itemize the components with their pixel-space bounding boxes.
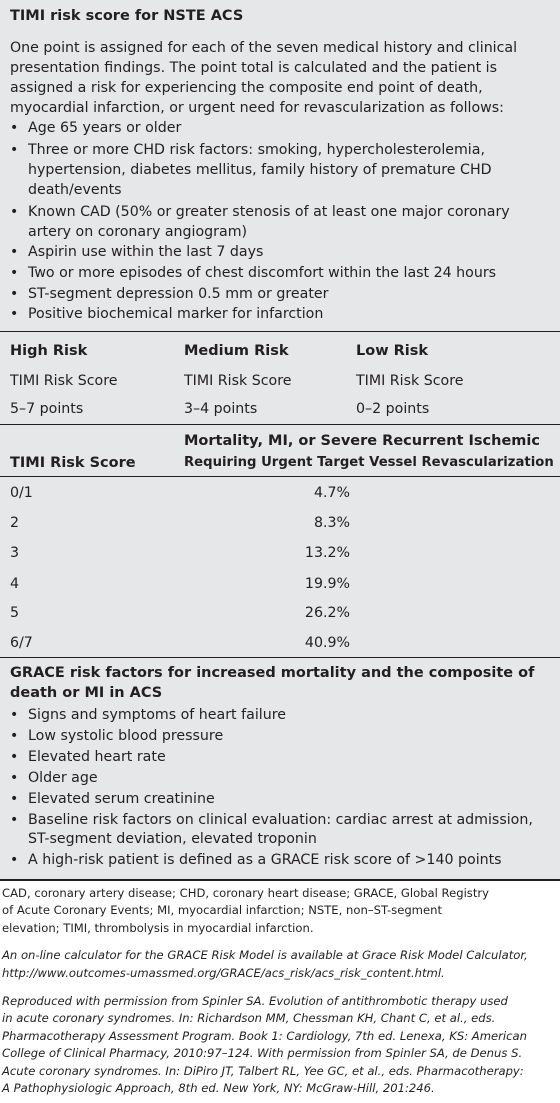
timi-bullet-cont: artery on coronary angiogram) [28, 224, 248, 240]
bullet-icon: • [10, 749, 19, 765]
divider [0, 476, 560, 477]
calculator-footnote: http://www.outcomes-umassmed.org/GRACE/a… [2, 966, 445, 980]
reproduced-footnote: A Pathophysiologic Approach, 8th ed. New… [2, 1081, 435, 1095]
timi-title: TIMI risk score for NSTE ACS [10, 8, 244, 24]
risk-high-points: 5–7 points [10, 401, 84, 417]
risk-medium-points: 3–4 points [184, 401, 258, 417]
risk-low-label: Low Risk [356, 343, 429, 359]
timi-bullet: Aspirin use within the last 7 days [28, 244, 264, 260]
timi-bullet: Known CAD (50% or greater stenosis of at… [28, 204, 510, 220]
grace-bullet: Elevated serum creatinine [28, 791, 215, 807]
table-row-value: 19.9% [304, 576, 350, 592]
bullet-icon: • [10, 286, 19, 302]
table-row-value: 8.3% [313, 515, 350, 531]
risk-low-points: 0–2 points [356, 401, 430, 417]
grace-title: GRACE risk factors for increased mortali… [10, 665, 535, 681]
timi-bullet-cont: hypertension, diabetes mellitus, family … [28, 162, 492, 178]
timi-bullet: Two or more episodes of chest discomfort… [28, 265, 497, 281]
table-background [0, 0, 560, 879]
bullet-icon: • [10, 204, 19, 220]
table-row-value: 40.9% [304, 635, 350, 651]
timi-bullet: Age 65 years or older [28, 120, 182, 136]
reproduced-footnote: in acute coronary syndromes. In: Richard… [2, 1011, 496, 1025]
table-row-score: 4 [10, 576, 20, 592]
divider [0, 657, 560, 658]
abbreviations-footnote: elevation; TIMI, thrombolysis in myocard… [2, 921, 314, 935]
grace-bullet-cont: ST-segment deviation, elevated troponin [28, 831, 317, 847]
reproduced-footnote: Reproduced with permission from Spinler … [2, 994, 508, 1008]
divider [0, 424, 560, 425]
timi-intro-line: presentation findings. The point total i… [10, 60, 497, 76]
timi-intro-line: myocardial infarction, or urgent need fo… [10, 100, 504, 116]
grace-bullet: Signs and symptoms of heart failure [28, 707, 286, 723]
mortality-header: Requiring Urgent Target Vessel Revascula… [184, 455, 554, 470]
reproduced-footnote: Acute coronary syndromes. In: DiPiro JT,… [2, 1064, 524, 1078]
bullet-icon: • [10, 707, 19, 723]
abbreviations-footnote: CAD, coronary artery disease; CHD, coron… [2, 886, 490, 900]
calculator-footnote: An on-line calculator for the GRACE Risk… [2, 948, 528, 962]
abbreviations-footnote: of Acute Coronary Events; MI, myocardial… [2, 903, 443, 917]
bullet-icon: • [10, 120, 19, 136]
divider [0, 331, 560, 332]
grace-bullet: Low systolic blood pressure [28, 728, 224, 744]
grace-bullet: Baseline risk factors on clinical evalua… [28, 812, 533, 828]
timi-intro-line: One point is assigned for each of the se… [10, 40, 518, 56]
timi-intro-line: assigned a risk for experiencing the com… [10, 80, 483, 96]
table-row-score: 3 [10, 545, 20, 561]
timi-bullet-cont: death/events [28, 182, 122, 198]
bullet-icon: • [10, 728, 19, 744]
risk-low-score-label: TIMI Risk Score [356, 373, 464, 389]
grace-bullet: Elevated heart rate [28, 749, 166, 765]
table-row-value: 26.2% [304, 605, 350, 621]
table-row-value: 13.2% [304, 545, 350, 561]
grace-title: death or MI in ACS [10, 685, 163, 701]
bullet-icon: • [10, 852, 19, 868]
score-column-header: TIMI Risk Score [10, 455, 136, 471]
bullet-icon: • [10, 306, 19, 322]
bullet-icon: • [10, 244, 19, 260]
mortality-header: Mortality, MI, or Severe Recurrent Ische… [184, 433, 540, 449]
table-row-score: 0/1 [10, 485, 33, 501]
timi-bullet: Positive biochemical marker for infarcti… [28, 306, 324, 322]
grace-bullet: A high-risk patient is defined as a GRAC… [28, 852, 502, 868]
timi-bullet: Three or more CHD risk factors: smoking,… [28, 142, 485, 158]
reproduced-footnote: Pharmacotherapy Assessment Program. Book… [2, 1029, 527, 1043]
risk-high-score-label: TIMI Risk Score [10, 373, 118, 389]
table-row-score: 2 [10, 515, 20, 531]
risk-medium-label: Medium Risk [184, 343, 289, 359]
bullet-icon: • [10, 770, 19, 786]
bullet-icon: • [10, 791, 19, 807]
bullet-icon: • [10, 265, 19, 281]
table-row-value: 4.7% [313, 485, 350, 501]
risk-high-label: High Risk [10, 343, 88, 359]
table-row-score: 6/7 [10, 635, 33, 651]
reproduced-footnote: College of Clinical Pharmacy, 2010:97–12… [2, 1046, 523, 1060]
timi-bullet: ST-segment depression 0.5 mm or greater [28, 286, 329, 302]
grace-bullet: Older age [28, 770, 98, 786]
risk-medium-score-label: TIMI Risk Score [184, 373, 292, 389]
table-bottom-rule [0, 879, 560, 881]
bullet-icon: • [10, 142, 19, 158]
bullet-icon: • [10, 812, 19, 828]
table-row-score: 5 [10, 605, 20, 621]
